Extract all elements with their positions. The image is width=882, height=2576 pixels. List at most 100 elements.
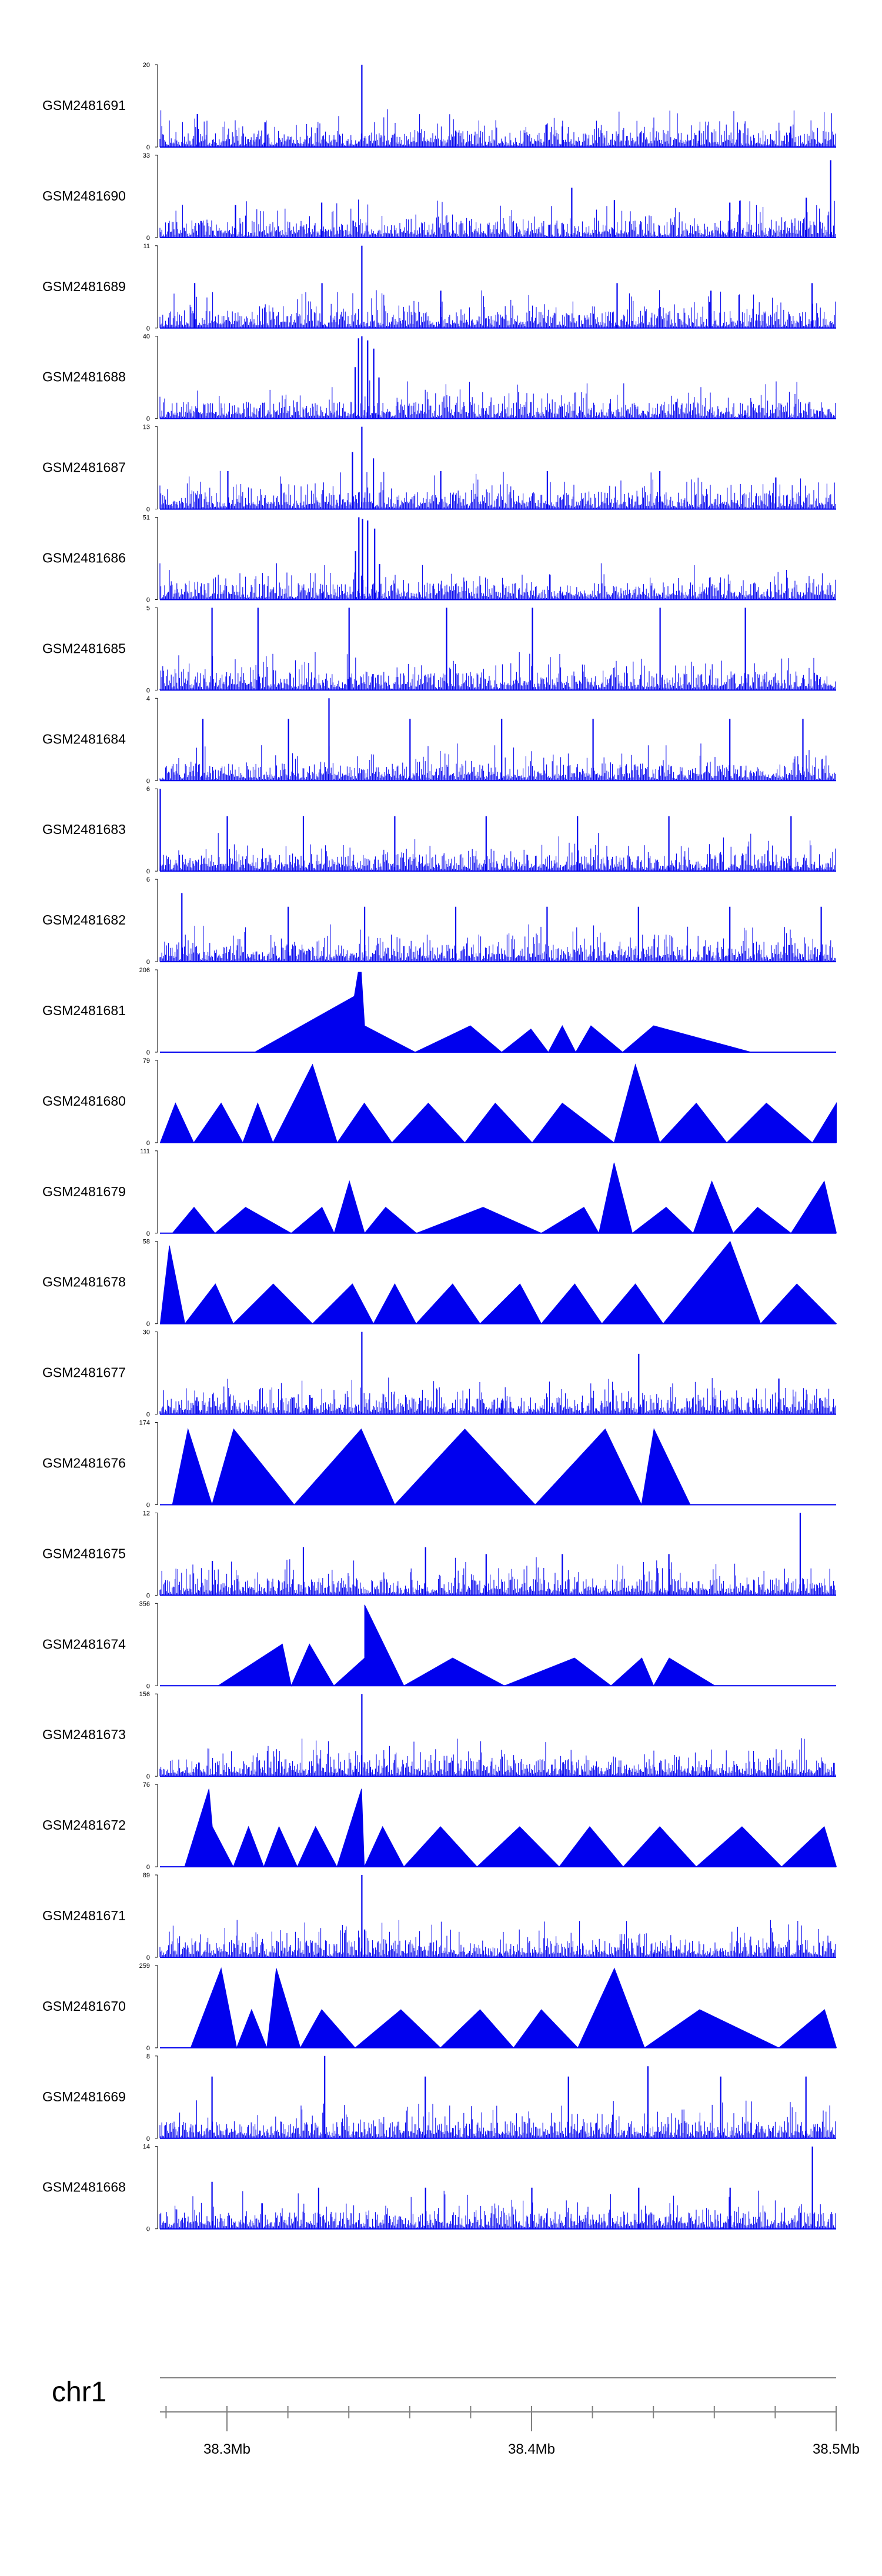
track-label: GSM2481668 <box>42 2180 126 2195</box>
y-zero-label: 0 <box>146 1683 150 1690</box>
signal-background <box>159 563 836 600</box>
signal-area <box>172 1162 837 1234</box>
track-label: GSM2481685 <box>42 640 126 656</box>
y-max-label: 12 <box>143 1510 150 1517</box>
track-label: GSM2481682 <box>42 912 126 927</box>
y-zero-label: 0 <box>146 1140 150 1147</box>
track-GSM2481690: GSM2481690 33 0 <box>42 152 836 242</box>
track-GSM2481682: GSM2481682 6 0 <box>42 876 836 966</box>
signal-background <box>159 1920 836 1957</box>
track-GSM2481677: GSM2481677 30 0 <box>42 1329 836 1419</box>
signal-area <box>159 1240 837 1324</box>
track-label: GSM2481691 <box>42 98 126 113</box>
track-GSM2481671: GSM2481671 89 0 <box>42 1872 836 1961</box>
y-max-label: 6 <box>146 786 150 793</box>
track-label: GSM2481670 <box>42 1998 126 2014</box>
track-GSM2481675: GSM2481675 12 0 <box>42 1510 836 1599</box>
y-zero-label: 0 <box>146 687 150 694</box>
signal-background <box>159 1557 836 1596</box>
track-label: GSM2481690 <box>42 188 126 203</box>
y-zero-label: 0 <box>146 1592 150 1599</box>
track-GSM2481688: GSM2481688 40 0 <box>42 333 836 423</box>
y-zero-label: 0 <box>146 325 150 332</box>
y-zero-label: 0 <box>146 1773 150 1780</box>
track-label: GSM2481680 <box>42 1093 126 1109</box>
y-max-label: 14 <box>143 2144 150 2151</box>
signal-background <box>159 1377 836 1414</box>
y-zero-label: 0 <box>146 2045 150 2052</box>
track-label: GSM2481672 <box>42 1817 126 1833</box>
y-zero-label: 0 <box>146 778 150 785</box>
signal-area <box>217 1604 716 1687</box>
track-GSM2481684: GSM2481684 4 0 <box>42 695 836 785</box>
axis-tick-label-2: 38.5Mb <box>813 2441 860 2457</box>
y-zero-label: 0 <box>146 1230 150 1237</box>
y-zero-label: 0 <box>146 1864 150 1871</box>
y-max-label: 259 <box>139 1963 150 1970</box>
track-label: GSM2481674 <box>42 1636 126 1651</box>
y-max-label: 33 <box>143 152 150 159</box>
track-label: GSM2481684 <box>42 731 126 746</box>
signal-area <box>184 1788 837 1868</box>
y-zero-label: 0 <box>146 1049 150 1056</box>
track-GSM2481683: GSM2481683 6 0 <box>42 786 836 875</box>
y-max-label: 11 <box>143 243 150 250</box>
y-max-label: 30 <box>143 1329 150 1336</box>
track-label: GSM2481679 <box>42 1184 126 1199</box>
signal-background <box>159 109 836 147</box>
signal-background <box>159 199 836 238</box>
track-GSM2481687: GSM2481687 13 0 <box>42 424 836 513</box>
track-label: GSM2481671 <box>42 1908 126 1923</box>
y-max-label: 89 <box>143 1872 150 1879</box>
y-zero-label: 0 <box>146 144 150 151</box>
y-zero-label: 0 <box>146 1502 150 1509</box>
track-label: GSM2481688 <box>42 369 126 385</box>
signal-area <box>172 1427 691 1506</box>
track-GSM2481679: GSM2481679 111 0 <box>42 1148 837 1237</box>
y-max-label: 79 <box>143 1057 150 1065</box>
y-zero-label: 0 <box>146 506 150 513</box>
signal-area <box>159 1063 837 1144</box>
y-max-label: 40 <box>143 333 150 341</box>
track-GSM2481673: GSM2481673 156 0 <box>42 1691 836 1780</box>
genome-axis: chr1 38.3Mb 38.4Mb 38.5Mb <box>52 2377 860 2457</box>
track-GSM2481685: GSM2481685 5 0 <box>42 605 836 694</box>
y-max-label: 51 <box>143 515 150 522</box>
y-max-label: 111 <box>140 1148 150 1155</box>
track-GSM2481668: GSM2481668 14 0 <box>42 2144 836 2233</box>
y-max-label: 6 <box>146 876 150 883</box>
y-max-label: 206 <box>139 967 150 974</box>
track-GSM2481681: GSM2481681 206 0 <box>42 967 836 1056</box>
signal-area <box>190 1967 837 2049</box>
y-zero-label: 0 <box>146 1412 150 1419</box>
y-max-label: 8 <box>146 2053 150 2060</box>
y-zero-label: 0 <box>146 1321 150 1328</box>
y-max-label: 356 <box>139 1600 150 1607</box>
track-GSM2481689: GSM2481689 11 0 <box>42 243 836 332</box>
signal-background <box>159 652 836 690</box>
y-max-label: 4 <box>146 695 150 702</box>
tracks-layer: GSM2481691200GSM2481690330GSM2481689110G… <box>42 62 837 2233</box>
track-label: GSM2481689 <box>42 279 126 294</box>
y-max-label: 76 <box>143 1781 150 1788</box>
y-zero-label: 0 <box>146 416 150 423</box>
track-GSM2481672: GSM2481672 76 0 <box>42 1781 837 1871</box>
track-label: GSM2481677 <box>42 1365 126 1380</box>
track-label: GSM2481669 <box>42 2089 126 2104</box>
signal-background <box>159 743 836 781</box>
signal-background <box>159 380 836 419</box>
track-label: GSM2481681 <box>42 1003 126 1018</box>
track-label: GSM2481683 <box>42 822 126 837</box>
y-zero-label: 0 <box>146 235 150 242</box>
track-label: GSM2481686 <box>42 550 126 566</box>
signal-background <box>159 2190 836 2229</box>
y-zero-label: 0 <box>146 2135 150 2143</box>
y-zero-label: 0 <box>146 959 150 966</box>
y-zero-label: 0 <box>146 2226 150 2233</box>
track-GSM2481669: GSM2481669 8 0 <box>42 2053 836 2143</box>
y-max-label: 20 <box>143 62 150 69</box>
track-GSM2481678: GSM2481678 58 0 <box>42 1239 837 1328</box>
chromosome-label: chr1 <box>52 2377 106 2408</box>
y-max-label: 174 <box>139 1420 150 1427</box>
track-label: GSM2481678 <box>42 1274 126 1290</box>
